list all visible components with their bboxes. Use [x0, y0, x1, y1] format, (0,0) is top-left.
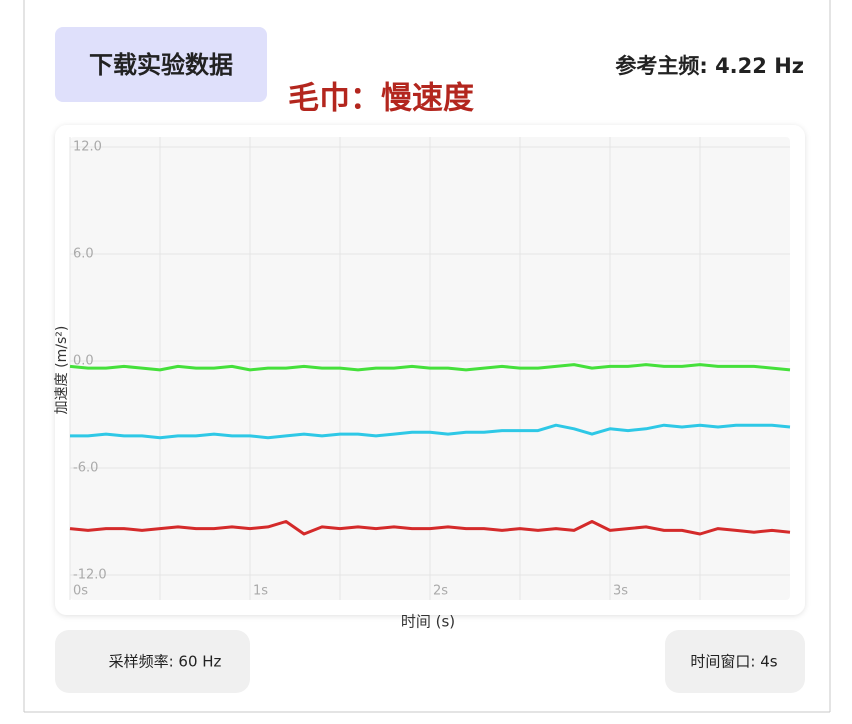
y-tick-label: 12.0: [73, 140, 102, 155]
y-tick-label: -12.0: [73, 568, 107, 583]
y-axis-label: 加速度 (m/s²): [54, 326, 70, 415]
y-tick-label: 0.0: [73, 354, 94, 369]
plot: -12.0 -6.0 0.0 6.0 12.0 0s 1s 2s 3s: [69, 137, 791, 600]
x-tick-label: 3s: [613, 584, 628, 599]
x-axis-label: 时间 (s): [401, 613, 455, 631]
y-tick-label: 6.0: [73, 247, 94, 262]
data-line: [70, 423, 791, 440]
annotation: 毛巾：慢速度: [288, 81, 474, 117]
download-button[interactable]: [55, 27, 267, 102]
x-tick-label: 0s: [73, 584, 88, 599]
frequency: 参考主频: 4.22 Hz: [615, 54, 804, 78]
sampling-rate: 采样频率: 60 Hz: [109, 653, 222, 671]
sampling-card: [55, 630, 250, 693]
data-line: [69, 363, 791, 372]
window-card: [665, 630, 805, 693]
data-line: [69, 520, 791, 536]
time-window: 时间窗口: 4s: [690, 653, 777, 671]
y-tick-label: -6.0: [73, 461, 98, 476]
x-tick-label: 2s: [433, 584, 448, 599]
button-label[interactable]: 下载实验数据: [89, 51, 233, 79]
x-tick-label: 1s: [253, 584, 268, 599]
